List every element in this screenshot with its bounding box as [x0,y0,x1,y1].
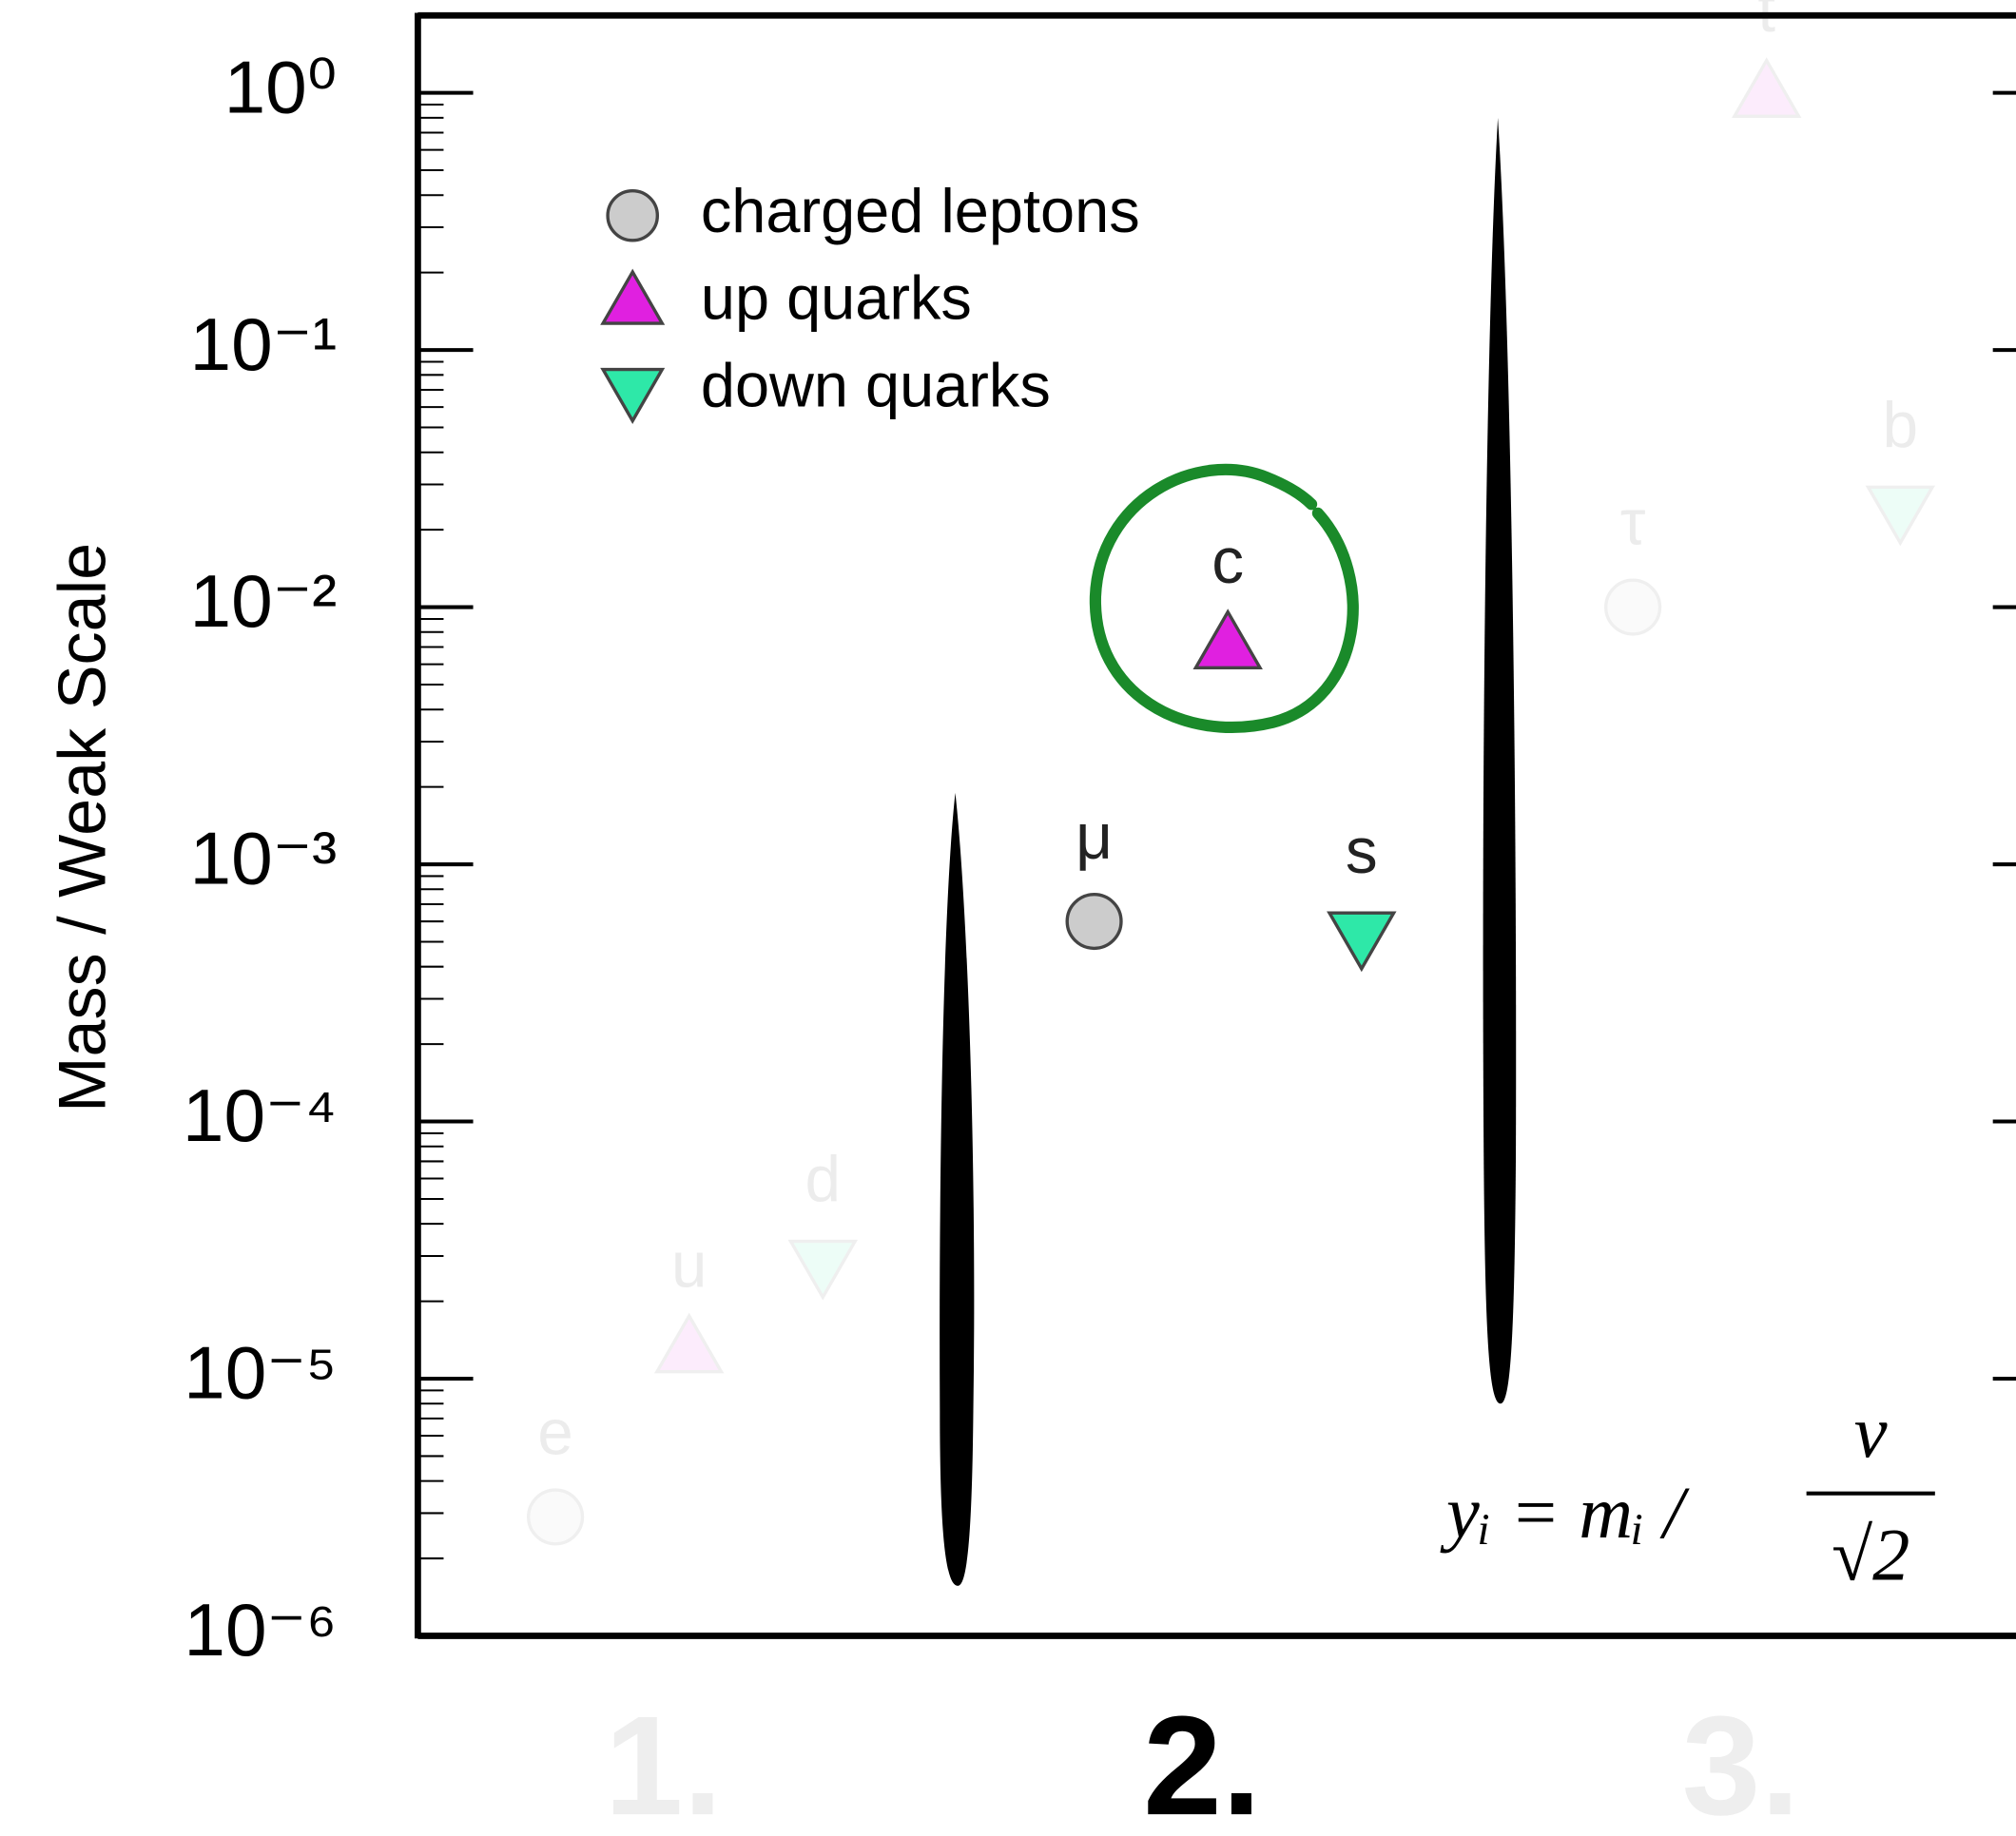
legend-marker [606,188,660,242]
legend-label: down quarks [701,350,1051,419]
y-tick-label: 10⁻³ [190,817,338,900]
formula: yᵢ = mᵢ / [1440,1471,1690,1554]
y-tick-label: 10⁻² [190,559,338,643]
legend-marker [600,367,666,425]
brush-stroke [940,792,975,1586]
data-point [1192,609,1263,669]
generation-group: μ c s [1065,526,1397,973]
data-point [653,1312,725,1374]
legend-label: charged leptons [701,176,1140,245]
y-axis-label: Mass / Weak Scale [44,543,119,1112]
formula-denominator: √2 [1832,1514,1909,1596]
highlight-circle [1089,463,1359,733]
point-label: μ [1076,802,1113,873]
point-label: τ [1620,488,1646,559]
point-label: t [1757,0,1775,46]
formula-numerator: v [1854,1390,1888,1473]
y-tick-label: 10⁻⁵ [184,1331,337,1415]
point-label: b [1883,390,1919,461]
data-point [1865,485,1936,547]
data-point [787,1239,859,1301]
y-tick-label: 10⁰ [224,45,338,128]
x-category-label: 2. [1143,1688,1261,1836]
point-label: c [1212,526,1244,597]
x-category-label: 1. [605,1688,723,1836]
data-point [1731,57,1802,118]
point-label: u [671,1229,708,1301]
legend-marker [600,268,666,325]
data-point [1604,578,1662,636]
legend-label: up quarks [701,263,972,333]
data-point [1327,911,1397,973]
point-label: d [805,1144,842,1215]
data-point [526,1488,585,1546]
y-tick-label: 10⁻¹ [190,302,338,386]
data-point [1065,893,1123,951]
point-label: e [537,1398,573,1469]
y-tick-label: 10⁻⁴ [183,1073,337,1157]
point-label: s [1346,816,1378,887]
brush-stroke [1483,118,1517,1404]
generation-group: τ t b [1604,0,1936,636]
generation-group: e u d [526,1144,859,1546]
x-category-label: 3. [1682,1688,1800,1836]
y-tick-label: 10⁻⁶ [184,1588,337,1672]
